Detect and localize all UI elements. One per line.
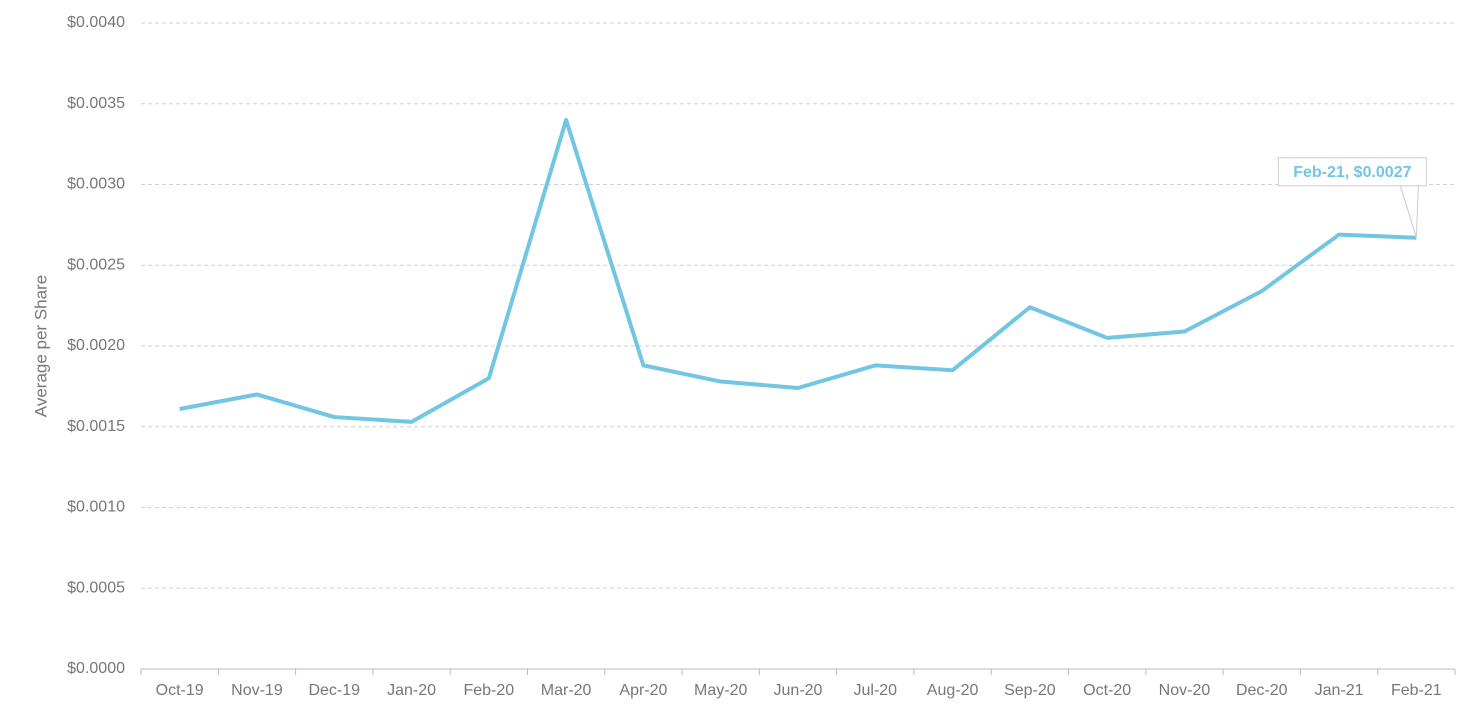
x-tick-label: May-20: [694, 682, 747, 699]
y-tick-label: $0.0040: [67, 14, 125, 31]
y-tick-label: $0.0015: [67, 418, 125, 435]
x-tick-label: Aug-20: [927, 682, 979, 699]
x-tick-label: Oct-20: [1083, 682, 1131, 699]
y-tick-label: $0.0020: [67, 337, 125, 354]
x-tick-label: Feb-20: [463, 682, 514, 699]
annotation-leader: [1399, 185, 1419, 238]
x-tick-label: Mar-20: [541, 682, 592, 699]
x-tick-label: Dec-20: [1236, 682, 1288, 699]
y-tick-label: $0.0025: [67, 256, 125, 273]
x-tick-label: Sep-20: [1004, 682, 1056, 699]
x-tick-label: Jan-21: [1315, 682, 1364, 699]
x-tick-label: Jun-20: [774, 682, 823, 699]
y-tick-label: $0.0030: [67, 176, 125, 193]
y-axis-title: Average per Share: [31, 275, 50, 417]
x-tick-label: Nov-19: [231, 682, 283, 699]
y-tick-label: $0.0010: [67, 499, 125, 516]
x-tick-label: Apr-20: [619, 682, 667, 699]
x-tick-label: Nov-20: [1159, 682, 1211, 699]
annotation-box: [1277, 157, 1427, 187]
y-tick-label: $0.0005: [67, 579, 125, 596]
x-tick-label: Oct-19: [156, 682, 204, 699]
line: [179, 117, 1417, 424]
x-tick-label: Jan-20: [387, 682, 436, 699]
x-tick-label: Dec-19: [308, 682, 360, 699]
annotation: Feb-21, $0.0027: [1293, 164, 1411, 181]
x-tick-label: Feb-21: [1391, 682, 1442, 699]
y-tick-label: $0.0000: [67, 660, 125, 677]
x-tick-label: Jul-20: [854, 682, 898, 699]
y-tick-label: $0.0035: [67, 95, 125, 112]
